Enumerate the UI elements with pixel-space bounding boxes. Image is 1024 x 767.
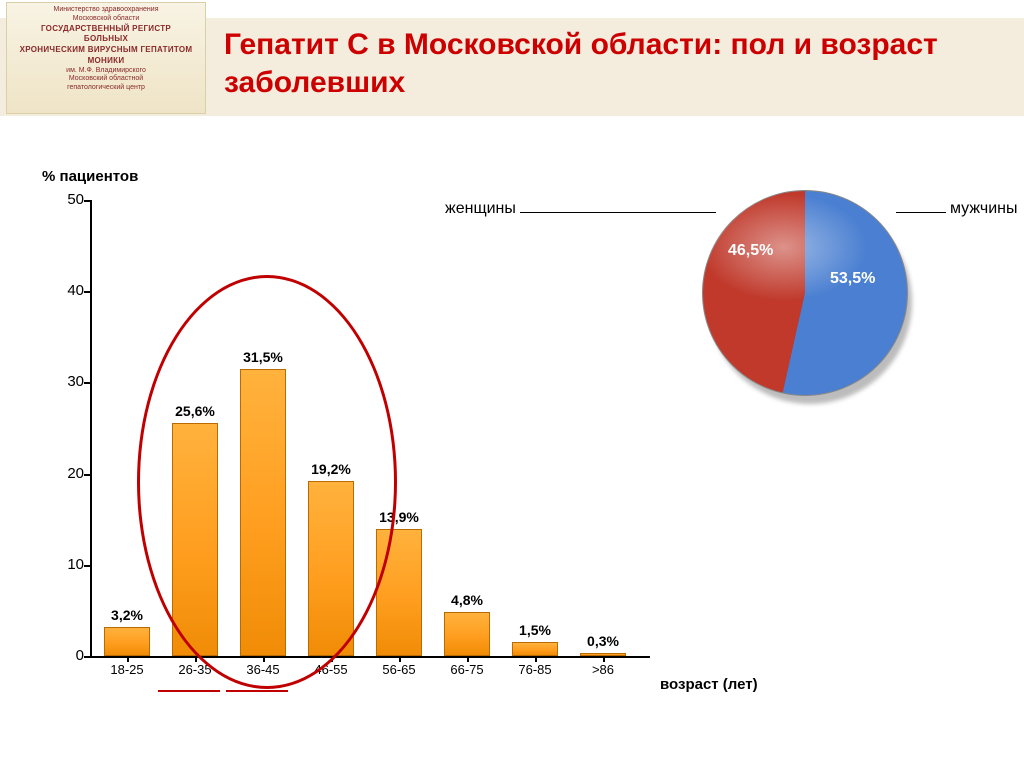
logo-line: БОЛЬНЫХ — [84, 34, 128, 43]
y-tick-mark — [84, 474, 90, 476]
category-underline — [226, 690, 288, 692]
bar-value-label: 4,8% — [432, 592, 502, 608]
y-tick-mark — [84, 200, 90, 202]
leader-line — [896, 212, 946, 213]
y-tick-mark — [84, 382, 90, 384]
y-tick-label: 30 — [42, 373, 84, 390]
y-tick-mark — [84, 656, 90, 658]
logo-line: ГОСУДАРСТВЕННЫЙ РЕГИСТР — [41, 24, 171, 33]
logo-line: ХРОНИЧЕСКИМ ВИРУСНЫМ ГЕПАТИТОМ — [20, 45, 193, 54]
leader-line — [520, 212, 716, 213]
logo-line: им. М.Ф. Владимирского — [66, 67, 146, 74]
x-axis-title: возраст (лет) — [660, 676, 758, 693]
x-tick-label: >86 — [592, 662, 614, 677]
category-underline — [158, 690, 220, 692]
bar — [104, 627, 150, 656]
pie-label-men: мужчины — [950, 200, 1018, 218]
bar — [444, 612, 490, 656]
y-tick-label: 0 — [42, 647, 84, 664]
y-tick-label: 10 — [42, 556, 84, 573]
logo-line: МОНИКИ — [88, 56, 125, 65]
x-tick-label: 76-85 — [518, 662, 551, 677]
y-tick-label: 50 — [42, 191, 84, 208]
y-tick-mark — [84, 565, 90, 567]
y-tick-label: 40 — [42, 282, 84, 299]
slide: Министерство здравоохранения Московской … — [0, 0, 1024, 767]
logo-line: Московский областной — [69, 75, 143, 82]
pie-gloss — [702, 190, 906, 394]
pie-value-men: 53,5% — [830, 270, 875, 288]
bar-value-label: 0,3% — [568, 633, 638, 649]
logo-line: гепатологический центр — [67, 84, 145, 91]
y-tick-label: 20 — [42, 465, 84, 482]
x-tick-label: 56-65 — [382, 662, 415, 677]
bar-value-label: 1,5% — [500, 622, 570, 638]
pie-chart: 53,5% 46,5% мужчины женщины — [640, 170, 1010, 430]
x-tick-label: 18-25 — [110, 662, 143, 677]
logo-block: Министерство здравоохранения Московской … — [6, 2, 206, 114]
highlight-ellipse — [137, 275, 397, 689]
bar — [512, 642, 558, 656]
logo-line: Московской области — [73, 15, 140, 22]
page-title: Гепатит С в Московской области: пол и во… — [224, 26, 984, 101]
logo-line: Министерство здравоохранения — [54, 6, 159, 13]
pie-value-women: 46,5% — [728, 242, 773, 260]
y-tick-mark — [84, 291, 90, 293]
pie-label-women: женщины — [445, 200, 516, 218]
bar-value-label: 3,2% — [92, 607, 162, 623]
x-tick-label: 66-75 — [450, 662, 483, 677]
x-axis-line — [90, 656, 650, 658]
y-axis-title: % пациентов — [42, 168, 138, 185]
